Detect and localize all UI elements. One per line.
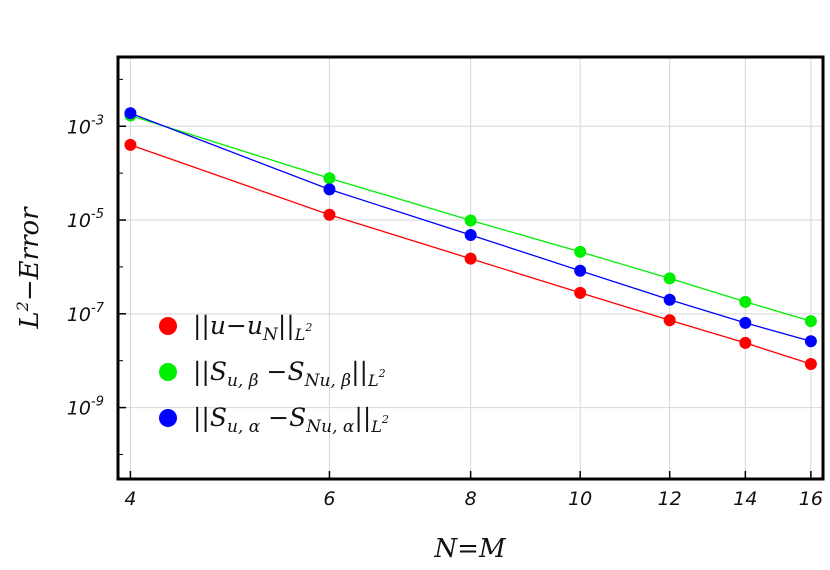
- data-point-1: [739, 295, 752, 308]
- data-point-0: [464, 252, 477, 265]
- y-tick-label: 10-5: [67, 207, 104, 232]
- y-tick-label: 10-7: [67, 301, 105, 326]
- x-tick-label: 16: [799, 488, 823, 510]
- data-point-2: [574, 264, 587, 277]
- x-tick-label: 4: [124, 488, 136, 510]
- data-point-1: [464, 214, 477, 227]
- y-tick-label: 10-9: [67, 395, 104, 420]
- legend: ||u−uN||L2 ||Su, β −SNu, β||L2 ||Su, α −…: [159, 311, 389, 437]
- ticks: [118, 78, 812, 479]
- data-point-2: [804, 335, 817, 348]
- legend-label-blue: ||Su, α −SNu, α||L2: [193, 403, 389, 437]
- data-point-1: [323, 172, 336, 185]
- data-point-2: [739, 316, 752, 329]
- legend-marker-blue: [159, 409, 177, 427]
- data-point-2: [323, 183, 336, 196]
- data-point-1: [663, 272, 676, 285]
- x-tick-label: 12: [658, 488, 682, 510]
- legend-label-red: ||u−uN||L2: [193, 311, 312, 345]
- x-tick-label: 10: [568, 488, 592, 510]
- x-tick-label: 8: [465, 488, 477, 510]
- data-point-0: [323, 208, 336, 221]
- series-layer: [124, 107, 817, 371]
- data-point-2: [124, 107, 137, 120]
- legend-marker-green: [159, 363, 177, 381]
- x-axis-label: N=M: [433, 534, 507, 564]
- svg-text:L2−Error: L2−Error: [13, 206, 45, 330]
- x-tick-label: 14: [733, 488, 757, 510]
- data-point-1: [804, 315, 817, 328]
- data-point-2: [663, 293, 676, 306]
- data-point-0: [804, 358, 817, 371]
- data-point-0: [663, 314, 676, 327]
- data-point-0: [574, 286, 587, 299]
- tick-labels: 4 6 8 10 12 14 16 10-3 10-5 10-7 10-9: [67, 113, 823, 510]
- data-point-2: [464, 228, 477, 241]
- x-tick-label: 6: [323, 488, 335, 510]
- data-point-0: [739, 336, 752, 349]
- legend-marker-red: [159, 317, 177, 335]
- data-point-0: [124, 138, 137, 151]
- y-axis-label: L2−Error: [13, 206, 45, 330]
- y-tick-label: 10-3: [67, 113, 104, 138]
- data-point-1: [574, 245, 587, 258]
- legend-label-green: ||Su, β −SNu, β||L2: [193, 357, 386, 391]
